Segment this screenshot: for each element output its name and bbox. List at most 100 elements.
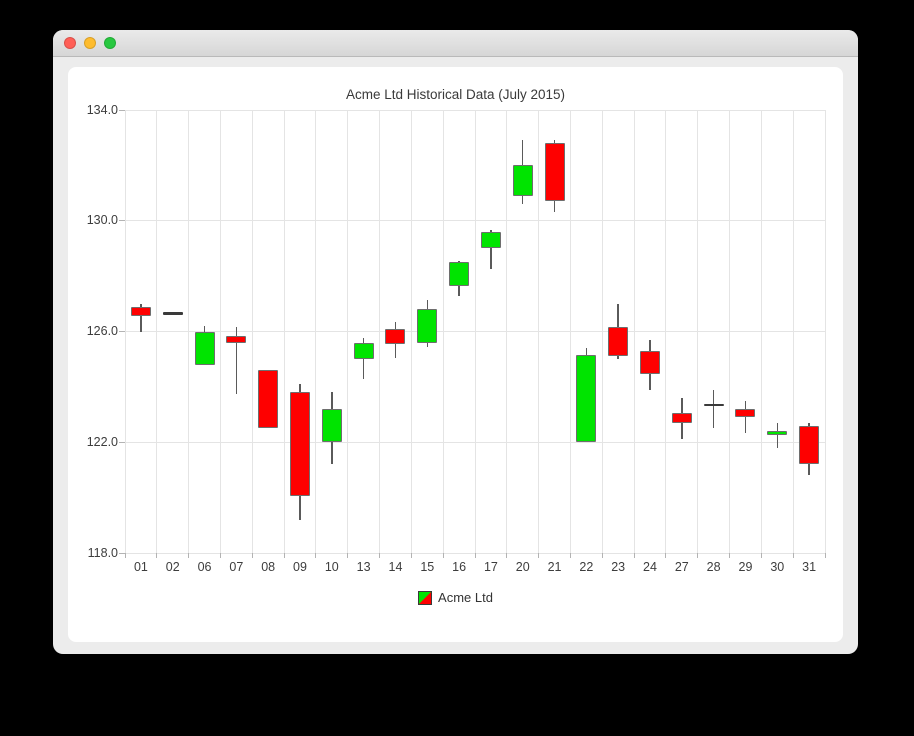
x-gridline	[251, 110, 253, 553]
x-axis-tick	[156, 553, 158, 558]
x-axis-tick	[824, 553, 826, 558]
x-axis-tick-label: 06	[197, 560, 212, 574]
candle-wick-28	[712, 389, 715, 429]
x-gridline	[474, 110, 476, 553]
y-axis-tick-label: 130.0	[86, 213, 118, 228]
x-axis-tick-label: 08	[261, 560, 276, 574]
candle-13[interactable]	[353, 342, 374, 360]
candle-10[interactable]	[321, 409, 342, 443]
x-axis-tick	[697, 553, 699, 558]
x-axis-tick	[124, 553, 126, 558]
candle-15[interactable]	[417, 309, 438, 343]
y-axis-tick	[119, 109, 125, 111]
candle-14[interactable]	[385, 328, 406, 344]
candle-wick-17	[490, 230, 492, 270]
candle-01[interactable]	[130, 306, 151, 317]
x-axis-tick	[729, 553, 731, 558]
candle-20[interactable]	[512, 165, 533, 196]
x-gridline	[347, 110, 349, 553]
y-axis-tick-label: 134.0	[86, 102, 118, 117]
x-axis-tick-label: 31	[802, 560, 817, 574]
candle-07[interactable]	[226, 335, 247, 343]
x-gridline	[442, 110, 444, 553]
x-gridline	[633, 110, 635, 553]
legend-item-acme-ltd[interactable]: Acme Ltd	[68, 590, 843, 605]
x-gridline	[379, 110, 381, 553]
y-axis-tick-label: 118.0	[87, 545, 118, 560]
x-axis-tick	[347, 553, 349, 558]
x-axis-tick-label: 21	[547, 560, 562, 574]
x-axis-tick	[760, 553, 762, 558]
x-axis-tick-label: 24	[643, 560, 657, 574]
zoom-window-button[interactable]	[104, 37, 116, 49]
candle-08[interactable]	[258, 370, 279, 429]
plot-area	[119, 109, 826, 558]
x-axis-tick	[219, 553, 221, 558]
x-axis-tick-label: 13	[356, 560, 371, 574]
x-gridline	[410, 110, 412, 553]
candle-23[interactable]	[608, 327, 629, 357]
x-gridline	[729, 110, 731, 553]
x-axis-tick	[474, 553, 476, 558]
x-axis-tick	[410, 553, 412, 558]
candle-28[interactable]	[703, 403, 724, 407]
x-axis-tick-label: 14	[388, 560, 403, 574]
close-window-button[interactable]	[64, 37, 76, 49]
x-axis-tick	[633, 553, 635, 558]
app-window: Acme Ltd Historical Data (July 2015) Acm…	[53, 30, 858, 654]
x-axis-tick	[569, 553, 571, 558]
x-gridline	[760, 110, 762, 553]
x-axis-tick-label: 17	[483, 560, 498, 574]
candle-24[interactable]	[640, 350, 660, 375]
y-axis-tick-label: 122.0	[86, 434, 118, 449]
candle-31[interactable]	[799, 425, 820, 465]
candle-21[interactable]	[544, 143, 565, 202]
candle-wick-07	[235, 327, 238, 394]
x-axis-tick	[506, 553, 508, 558]
x-gridline	[601, 110, 603, 553]
x-axis-tick-label: 09	[293, 560, 307, 574]
y-axis-tick	[119, 220, 125, 222]
x-axis-tick	[251, 553, 253, 558]
candle-16[interactable]	[449, 262, 470, 286]
x-axis-tick	[601, 553, 603, 558]
x-axis-tick	[315, 553, 317, 558]
y-axis-tick	[119, 331, 125, 332]
x-gridline	[219, 110, 221, 553]
x-axis-tick-label: 01	[133, 560, 148, 574]
chart-title: Acme Ltd Historical Data (July 2015)	[345, 87, 566, 102]
x-gridline	[283, 110, 285, 553]
x-axis-tick-label: 29	[738, 560, 753, 574]
x-gridline	[824, 110, 826, 553]
candle-wick-01	[140, 303, 142, 332]
y-axis-tick	[119, 552, 125, 554]
candle-06[interactable]	[194, 331, 215, 365]
chart-panel: Acme Ltd Historical Data (July 2015) Acm…	[68, 67, 843, 642]
x-gridline	[665, 110, 667, 553]
x-axis-tick-label: 22	[579, 560, 594, 574]
candle-09[interactable]	[290, 392, 310, 497]
x-axis-tick	[379, 553, 381, 558]
x-gridline	[506, 110, 508, 553]
x-axis-tick	[188, 553, 190, 558]
x-axis-tick-label: 15	[420, 560, 435, 574]
x-axis-tick-label: 10	[324, 560, 339, 574]
x-gridline	[124, 110, 126, 553]
candle-02[interactable]	[162, 312, 183, 315]
window-titlebar[interactable]	[53, 30, 858, 57]
x-axis-tick-label: 27	[674, 560, 689, 574]
x-gridline	[792, 110, 794, 553]
candle-30[interactable]	[767, 431, 788, 436]
candle-27[interactable]	[671, 413, 692, 423]
x-axis-tick	[283, 553, 285, 558]
y-axis-tick-label: 126.0	[86, 324, 118, 338]
x-axis-tick	[442, 553, 444, 558]
candle-17[interactable]	[480, 231, 501, 249]
candle-22[interactable]	[576, 355, 597, 443]
minimize-window-button[interactable]	[84, 37, 96, 49]
candle-wick-30	[776, 422, 779, 448]
candle-29[interactable]	[735, 409, 756, 418]
x-axis-tick-label: 23	[611, 560, 626, 574]
x-gridline	[697, 110, 699, 553]
x-axis-tick	[665, 553, 667, 558]
